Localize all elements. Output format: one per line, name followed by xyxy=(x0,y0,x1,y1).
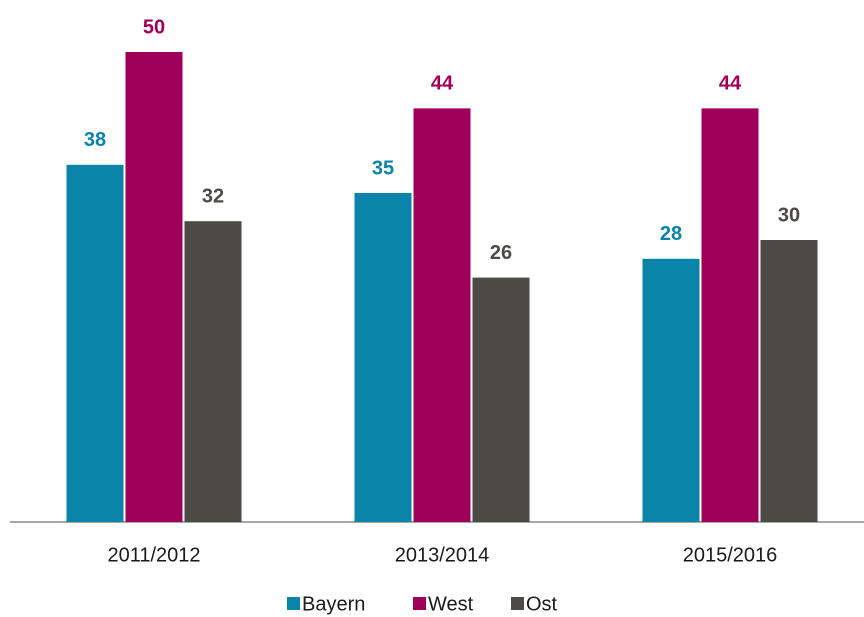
bar xyxy=(413,108,471,523)
bar xyxy=(125,52,183,522)
bar xyxy=(66,164,124,523)
bar xyxy=(184,221,242,522)
legend-label: West xyxy=(428,593,474,615)
data-label: 30 xyxy=(778,204,800,226)
legend-swatch xyxy=(413,597,426,610)
bar xyxy=(472,277,530,522)
bar xyxy=(760,240,818,522)
bar xyxy=(354,193,412,522)
x-tick-label: 2013/2014 xyxy=(395,544,490,566)
data-label: 32 xyxy=(202,185,224,207)
x-tick-label: 2015/2016 xyxy=(683,544,778,566)
legend-swatch xyxy=(511,597,524,610)
data-label: 44 xyxy=(431,73,454,95)
x-tick-label: 2011/2012 xyxy=(107,544,200,566)
data-label: 26 xyxy=(490,242,512,264)
data-label: 44 xyxy=(719,73,742,95)
data-label: 35 xyxy=(372,157,394,179)
legend-label: Ost xyxy=(526,593,558,615)
data-label: 38 xyxy=(84,129,106,151)
data-label: 28 xyxy=(660,223,682,245)
bar xyxy=(701,108,759,523)
legend-swatch xyxy=(287,597,300,610)
legend-label: Bayern xyxy=(302,593,365,615)
bar xyxy=(642,258,700,522)
data-label: 50 xyxy=(143,16,165,38)
